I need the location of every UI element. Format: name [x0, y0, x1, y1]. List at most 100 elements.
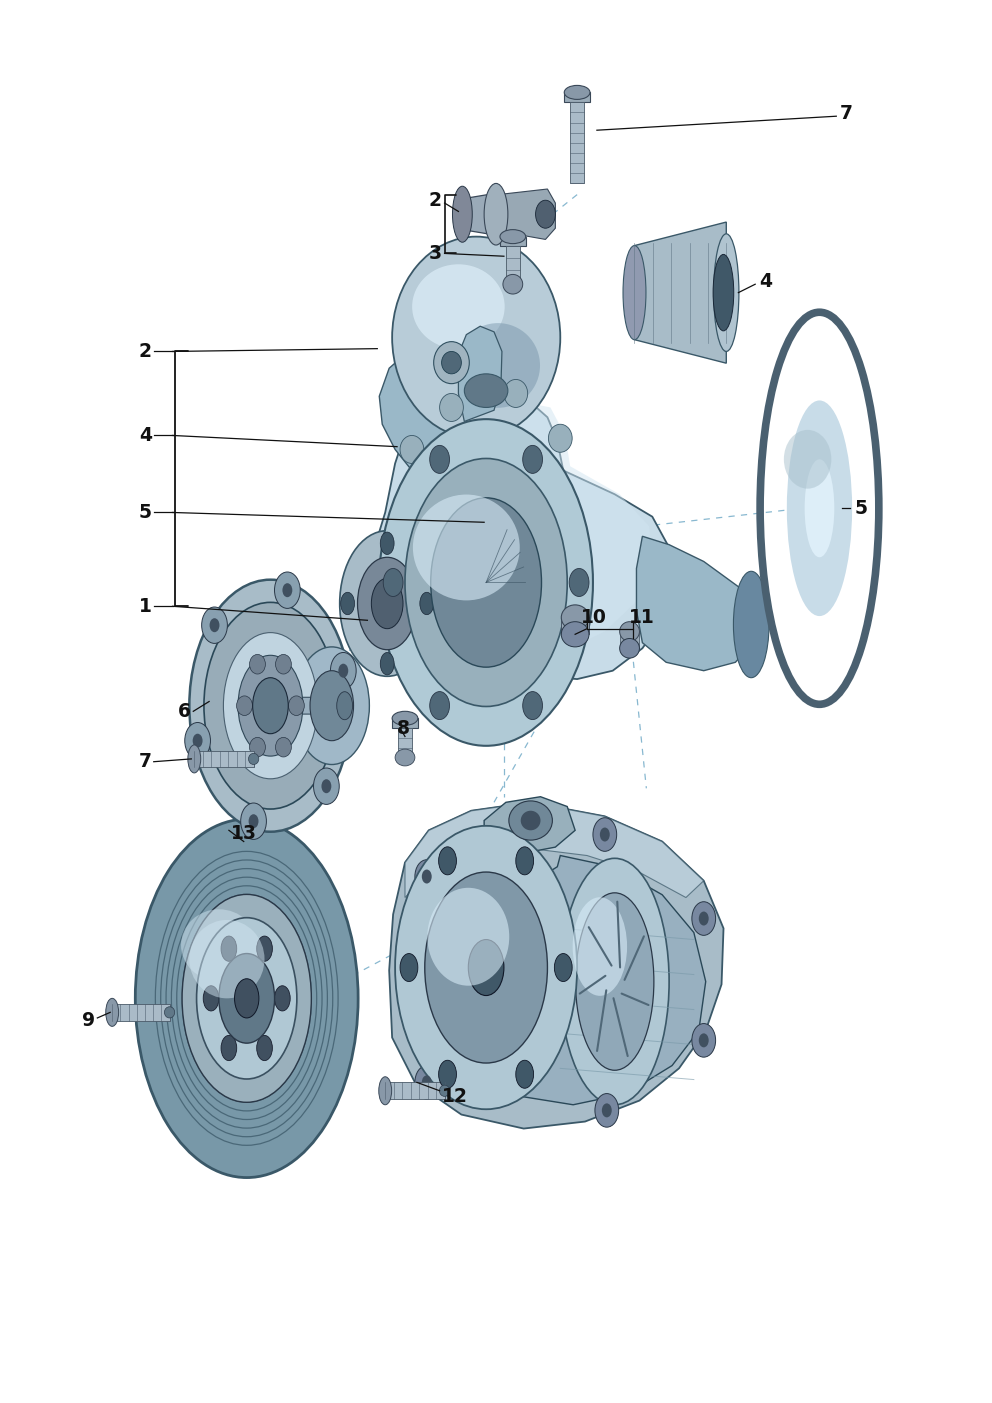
Text: 11: 11 — [629, 607, 655, 627]
Ellipse shape — [336, 692, 352, 720]
Ellipse shape — [575, 892, 654, 1070]
Ellipse shape — [339, 530, 434, 676]
Polygon shape — [458, 327, 502, 421]
Ellipse shape — [183, 894, 311, 1103]
Ellipse shape — [523, 445, 543, 473]
Ellipse shape — [456, 323, 540, 408]
Ellipse shape — [400, 954, 418, 982]
Ellipse shape — [313, 767, 339, 804]
Ellipse shape — [189, 579, 351, 832]
Ellipse shape — [189, 920, 265, 999]
Ellipse shape — [204, 602, 337, 810]
Ellipse shape — [219, 954, 275, 1044]
Ellipse shape — [106, 999, 119, 1027]
Ellipse shape — [438, 847, 456, 875]
Text: 7: 7 — [139, 752, 152, 772]
Ellipse shape — [379, 1076, 392, 1104]
Ellipse shape — [392, 711, 418, 725]
Ellipse shape — [523, 692, 543, 720]
Ellipse shape — [340, 592, 354, 615]
Ellipse shape — [276, 738, 292, 758]
Ellipse shape — [593, 818, 617, 852]
Ellipse shape — [185, 723, 210, 759]
Ellipse shape — [713, 234, 739, 351]
Polygon shape — [454, 400, 653, 652]
Ellipse shape — [165, 1007, 175, 1019]
Ellipse shape — [698, 1034, 708, 1048]
Polygon shape — [405, 803, 703, 898]
Ellipse shape — [181, 909, 257, 981]
Ellipse shape — [330, 652, 356, 689]
Ellipse shape — [413, 494, 520, 600]
Polygon shape — [345, 382, 673, 679]
Polygon shape — [398, 728, 412, 758]
Ellipse shape — [713, 254, 734, 331]
Ellipse shape — [420, 592, 434, 615]
Ellipse shape — [536, 201, 556, 229]
Ellipse shape — [379, 419, 593, 746]
Ellipse shape — [784, 429, 831, 488]
Ellipse shape — [275, 572, 301, 609]
Ellipse shape — [412, 264, 505, 349]
Polygon shape — [484, 797, 575, 853]
Ellipse shape — [135, 819, 358, 1177]
Ellipse shape — [250, 654, 266, 673]
Ellipse shape — [572, 898, 627, 996]
Ellipse shape — [321, 779, 331, 793]
Ellipse shape — [276, 654, 292, 673]
Text: 2: 2 — [139, 342, 152, 361]
Text: 12: 12 — [441, 1087, 467, 1106]
Ellipse shape — [196, 918, 297, 1079]
Ellipse shape — [691, 902, 715, 936]
Polygon shape — [285, 697, 344, 714]
Ellipse shape — [338, 664, 348, 678]
Ellipse shape — [201, 607, 227, 644]
Text: 5: 5 — [139, 502, 152, 522]
Ellipse shape — [620, 622, 640, 641]
Ellipse shape — [564, 86, 590, 100]
Ellipse shape — [500, 230, 526, 244]
Polygon shape — [500, 237, 526, 247]
Ellipse shape — [787, 400, 852, 616]
Text: 10: 10 — [581, 607, 607, 627]
Text: 4: 4 — [139, 427, 152, 445]
Text: 8: 8 — [397, 718, 410, 738]
Text: 7: 7 — [840, 104, 853, 123]
Ellipse shape — [452, 187, 472, 243]
Ellipse shape — [400, 435, 424, 463]
Ellipse shape — [187, 745, 200, 773]
Text: 6: 6 — [179, 702, 191, 721]
Ellipse shape — [422, 870, 432, 884]
Text: 4: 4 — [759, 272, 772, 290]
Polygon shape — [379, 348, 468, 470]
Ellipse shape — [283, 584, 293, 598]
Ellipse shape — [516, 847, 534, 875]
Ellipse shape — [221, 936, 237, 961]
Polygon shape — [498, 189, 556, 240]
Ellipse shape — [468, 940, 504, 996]
Ellipse shape — [430, 692, 449, 720]
Ellipse shape — [209, 619, 219, 633]
Ellipse shape — [395, 826, 577, 1110]
Ellipse shape — [509, 801, 553, 840]
Polygon shape — [392, 718, 418, 728]
Ellipse shape — [516, 1061, 534, 1089]
Text: 13: 13 — [231, 824, 257, 843]
Ellipse shape — [289, 696, 305, 716]
Polygon shape — [635, 222, 726, 363]
Ellipse shape — [428, 888, 509, 986]
Ellipse shape — [733, 571, 769, 678]
Ellipse shape — [691, 1024, 715, 1056]
Ellipse shape — [241, 803, 267, 839]
Polygon shape — [112, 1005, 170, 1021]
Ellipse shape — [698, 912, 708, 926]
Ellipse shape — [236, 696, 252, 716]
Ellipse shape — [431, 498, 542, 668]
Ellipse shape — [380, 652, 394, 675]
Ellipse shape — [438, 1061, 456, 1089]
Polygon shape — [561, 617, 589, 634]
Ellipse shape — [310, 671, 353, 741]
Ellipse shape — [275, 986, 291, 1012]
Ellipse shape — [257, 936, 273, 961]
Text: 2: 2 — [429, 191, 441, 209]
